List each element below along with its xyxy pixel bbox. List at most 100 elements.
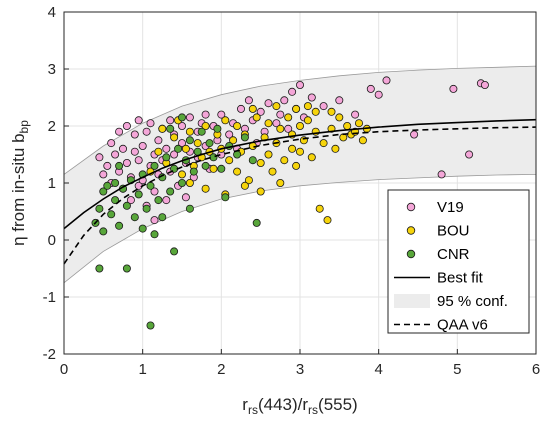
point-bou [201,122,210,131]
point-bou [201,184,210,193]
point-v19 [288,87,297,96]
point-v19 [201,110,210,119]
point-v19 [177,139,186,148]
point-v19 [130,130,139,139]
qaa-v6-line [63,126,537,265]
point-bou [303,102,312,111]
point-bou [288,144,297,153]
point-cnr [154,196,163,205]
point-v19 [236,104,245,113]
point-v19 [335,96,344,105]
point-bou [209,164,218,173]
point-cnr [99,227,108,236]
point-bou [158,124,167,133]
legend-marker-v19 [406,202,416,212]
point-bou [276,178,285,187]
x-tick-label: 6 [532,361,540,378]
point-bou [303,116,312,125]
point-bou [295,147,304,156]
point-v19 [225,130,234,139]
point-bou [292,104,301,113]
point-bou [331,144,340,153]
point-bou [335,113,344,122]
y-tick-label: 0 [48,232,56,249]
point-bou [280,156,289,165]
point-cnr [174,144,183,153]
point-bou [233,167,242,176]
point-bou [292,161,301,170]
y-tick-label: 2 [48,118,56,135]
point-v19 [122,122,131,131]
legend-label: CNR [437,246,470,263]
y-tick-label: -1 [43,289,56,306]
point-v19 [319,102,328,111]
point-cnr [95,204,104,213]
legend-marker-cnr [406,249,416,259]
point-v19 [264,99,273,108]
confidence-upper-edge [63,65,537,175]
point-cnr [170,247,179,256]
legend-label: BOU [437,223,470,240]
point-cnr [177,178,186,187]
point-v19 [410,130,419,139]
point-v19 [95,153,104,162]
legend-marker-bou [406,226,416,235]
point-v19 [134,116,143,125]
point-cnr [201,161,210,170]
point-bou [229,136,238,145]
best-fit-line [63,118,537,230]
legend-label: QAA v6 [437,317,488,334]
point-cnr [115,221,124,230]
point-v19 [217,110,226,119]
point-v19 [134,156,143,165]
point-bou [185,127,194,136]
point-bou [170,133,179,142]
point-bou [256,187,265,196]
point-v19 [280,96,289,105]
point-bou [221,116,230,125]
point-v19 [126,196,135,205]
point-bou [358,136,367,145]
point-bou [343,122,352,131]
point-v19 [244,96,253,105]
point-bou [327,107,336,116]
point-bou [315,204,324,213]
point-bou [323,216,332,225]
point-cnr [213,124,222,133]
x-tick-label: 3 [296,361,304,378]
point-v19 [146,119,155,128]
point-bou [244,176,253,185]
point-bou [185,178,194,187]
point-cnr [134,190,143,199]
point-bou [354,119,363,128]
point-v19 [150,216,159,225]
point-cnr [95,264,104,273]
point-cnr [99,187,108,196]
x-tick-label: 4 [374,361,382,378]
point-cnr [240,133,249,142]
point-cnr [185,204,194,213]
legend: V19 BOU CNR Best fit 95 % conf. QAA v6 [387,189,530,334]
point-v19 [465,150,474,159]
point-cnr [158,213,167,222]
point-bou [319,139,328,148]
y-tick-label: 3 [48,61,56,78]
point-cnr [150,230,159,239]
legend-label: V19 [437,199,464,216]
point-cnr [209,153,218,162]
point-v19 [138,141,147,150]
y-tick-label: 4 [48,4,56,21]
point-cnr [103,181,112,190]
point-bou [264,150,273,159]
point-v19 [276,110,285,119]
point-v19 [185,113,194,122]
point-cnr [115,161,124,170]
y-axis-label: η from in-situ bbp [9,120,31,246]
point-v19 [170,150,179,159]
point-bou [284,113,293,122]
point-cnr [185,136,194,145]
legend-box [387,189,530,334]
point-bou [264,119,273,128]
x-tick-label: 0 [60,361,68,378]
